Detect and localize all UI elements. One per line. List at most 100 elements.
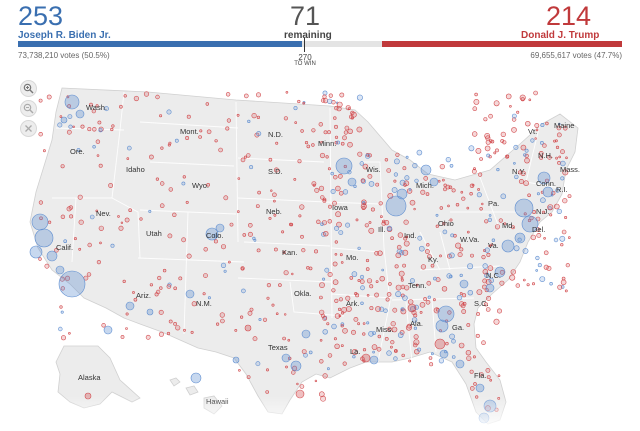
county-circle (535, 269, 539, 272)
county-circle (493, 318, 500, 325)
map-canvas[interactable]: Wash. Ore. Idaho Mont. Wyo. Nev. Calif. Utah Col… (0, 62, 640, 426)
county-circle (511, 113, 517, 119)
county-circle (475, 395, 479, 399)
county-circle (409, 199, 416, 206)
county-circle (327, 130, 331, 135)
county-circle (322, 97, 329, 104)
county-circle (425, 300, 431, 305)
county-circle (476, 312, 481, 316)
county-circle (543, 237, 546, 240)
county-circle (397, 232, 404, 238)
county-circle (333, 174, 338, 180)
county-circle (120, 221, 124, 225)
county-circle (338, 297, 344, 302)
county-circle (47, 220, 52, 224)
county-circle (353, 316, 359, 322)
county-circle (450, 233, 455, 238)
county-circle (408, 299, 414, 305)
zoom-out-button[interactable] (20, 100, 37, 117)
county-circle (253, 238, 257, 242)
county-circle (439, 206, 443, 210)
biden-electoral-votes: 253 (18, 1, 64, 31)
county-circle (403, 183, 407, 187)
county-circle (338, 307, 342, 311)
county-circle (444, 350, 448, 354)
county-circle (89, 102, 93, 107)
metro-vote-circle (58, 270, 86, 298)
county-circle (166, 331, 171, 336)
county-circle (481, 202, 484, 206)
county-circle (531, 282, 535, 286)
county-circle (478, 172, 483, 177)
county-circle (359, 279, 365, 284)
county-circle (328, 93, 333, 98)
county-circle (530, 138, 535, 143)
county-circle (311, 128, 316, 133)
county-circle (98, 225, 104, 231)
county-circle (565, 156, 568, 160)
county-circle (256, 115, 261, 120)
county-circle (327, 98, 333, 104)
county-circle (524, 157, 530, 164)
county-circle (523, 153, 527, 157)
county-circle (443, 187, 447, 192)
county-circle (285, 90, 289, 94)
county-circle (160, 181, 165, 186)
county-circle (372, 350, 375, 354)
county-circle (408, 359, 412, 363)
reset-zoom-button[interactable] (20, 120, 37, 137)
county-circle (411, 317, 418, 323)
metro-vote-circle (478, 412, 490, 424)
county-circle (221, 244, 227, 250)
county-results-map[interactable]: Wash. Ore. Idaho Mont. Wyo. Nev. Calif. Utah Col… (0, 62, 640, 426)
county-circle (430, 352, 434, 356)
county-circle (483, 117, 488, 122)
biden-popular-votes: 73,738,210 votes (50.5%) (18, 51, 110, 60)
county-circle (536, 232, 542, 238)
county-circle (203, 273, 208, 278)
county-circle (528, 98, 532, 102)
county-circle (236, 113, 240, 117)
county-circle (336, 140, 341, 145)
county-circle (251, 112, 257, 119)
county-circle (365, 258, 370, 263)
county-circle (39, 216, 43, 221)
county-circle (225, 92, 231, 97)
zoom-in-button[interactable] (20, 80, 37, 97)
county-circle (345, 105, 351, 111)
county-circle (362, 163, 369, 170)
state-label-sd: S.D. (268, 167, 283, 176)
county-circle (248, 223, 253, 228)
state-label-ca: Calif. (56, 243, 73, 252)
county-circle (381, 221, 386, 226)
county-circle (391, 187, 398, 193)
county-circle (181, 181, 186, 186)
state-label-ri: R.I. (556, 185, 568, 194)
county-circle (524, 153, 529, 158)
county-circle (314, 379, 318, 383)
county-circle (423, 297, 428, 301)
county-circle (306, 144, 311, 149)
county-circle (95, 209, 99, 213)
county-circle (459, 292, 463, 295)
county-circle (340, 261, 344, 264)
hawaii-shape (169, 377, 223, 415)
county-circle (143, 91, 150, 97)
county-circle (567, 236, 571, 239)
county-circle (498, 218, 503, 223)
county-circle (547, 204, 554, 211)
county-circle (300, 234, 304, 239)
county-circle (344, 125, 350, 131)
county-circle (527, 193, 531, 198)
county-circle (359, 274, 365, 280)
county-circle (322, 94, 327, 99)
county-circle (446, 273, 452, 279)
county-circle (377, 250, 383, 256)
county-circle (362, 322, 366, 325)
county-circle (89, 214, 95, 220)
county-circle (562, 169, 569, 176)
county-circle (366, 321, 370, 325)
county-circle (491, 238, 496, 242)
county-circle (173, 286, 177, 291)
metro-vote-circle (542, 186, 554, 198)
